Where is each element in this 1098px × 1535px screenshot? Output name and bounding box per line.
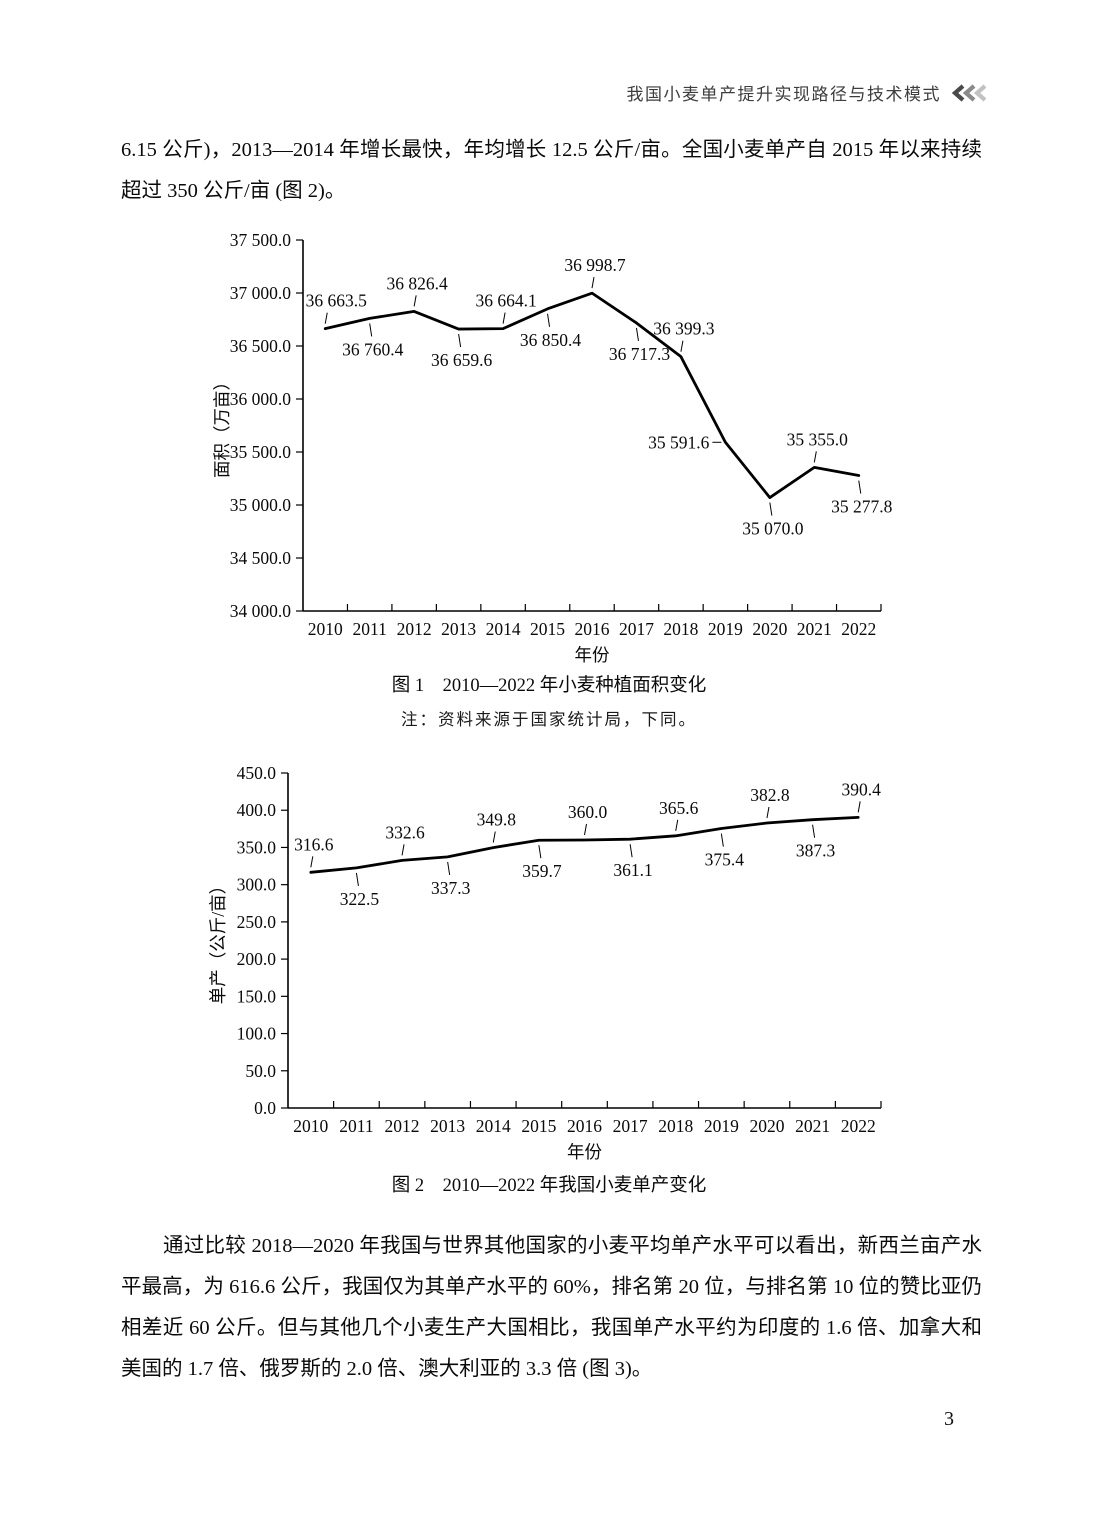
svg-text:2015: 2015 bbox=[521, 1116, 556, 1136]
svg-text:250.0: 250.0 bbox=[237, 912, 277, 932]
svg-text:36 998.7: 36 998.7 bbox=[564, 255, 626, 275]
svg-text:35 355.0: 35 355.0 bbox=[787, 429, 849, 449]
svg-text:2017: 2017 bbox=[613, 1116, 648, 1136]
svg-text:2010: 2010 bbox=[293, 1116, 328, 1136]
running-title: 我国小麦单产提升实现路径与技术模式 bbox=[626, 85, 941, 104]
svg-text:150.0: 150.0 bbox=[237, 986, 277, 1006]
svg-text:2012: 2012 bbox=[385, 1116, 420, 1136]
svg-text:2020: 2020 bbox=[752, 619, 787, 639]
svg-text:0.0: 0.0 bbox=[254, 1098, 276, 1118]
figure2-line-chart: 0.0 50.0 100.0 150.0 200.0 250.0 300.0 350.0 400… bbox=[208, 763, 882, 1162]
svg-text:361.1: 361.1 bbox=[613, 860, 652, 880]
svg-text:2014: 2014 bbox=[486, 619, 521, 639]
svg-text:2020: 2020 bbox=[749, 1116, 784, 1136]
svg-text:2022: 2022 bbox=[841, 1116, 876, 1136]
figure1-caption: 图 1 2010—2022 年小麦种植面积变化 bbox=[391, 676, 707, 696]
svg-text:390.4: 390.4 bbox=[842, 779, 882, 799]
svg-text:2013: 2013 bbox=[430, 1116, 465, 1136]
svg-text:36 663.5: 36 663.5 bbox=[306, 291, 368, 311]
svg-text:450.0: 450.0 bbox=[237, 763, 277, 783]
svg-text:34 000.0: 34 000.0 bbox=[230, 601, 292, 621]
svg-text:375.4: 375.4 bbox=[705, 850, 745, 870]
svg-text:382.8: 382.8 bbox=[750, 785, 790, 805]
svg-text:100.0: 100.0 bbox=[237, 1024, 277, 1044]
svg-text:35 500.0: 35 500.0 bbox=[230, 442, 292, 462]
svg-text:359.7: 359.7 bbox=[522, 861, 562, 881]
svg-text:200.0: 200.0 bbox=[237, 949, 277, 969]
svg-text:37 500.0: 37 500.0 bbox=[230, 230, 292, 250]
svg-text:350.0: 350.0 bbox=[237, 837, 277, 857]
paragraph-intro: 6.15 公斤)，2013—2014 年增长最快，年均增长 12.5 公斤/亩。… bbox=[121, 139, 982, 202]
svg-text:34 500.0: 34 500.0 bbox=[230, 548, 292, 568]
svg-text:35 591.6: 35 591.6 bbox=[648, 432, 710, 452]
svg-text:2021: 2021 bbox=[795, 1116, 830, 1136]
page-number: 3 bbox=[944, 1408, 954, 1430]
svg-text:2011: 2011 bbox=[353, 619, 387, 639]
svg-text:2010: 2010 bbox=[308, 619, 343, 639]
svg-text:36 760.4: 36 760.4 bbox=[342, 339, 404, 359]
svg-text:2019: 2019 bbox=[704, 1116, 739, 1136]
svg-text:年份: 年份 bbox=[575, 645, 610, 665]
svg-text:36 664.1: 36 664.1 bbox=[475, 291, 536, 311]
svg-text:36 000.0: 36 000.0 bbox=[230, 389, 292, 409]
svg-text:36 399.3: 36 399.3 bbox=[653, 319, 715, 339]
svg-text:年份: 年份 bbox=[567, 1142, 602, 1162]
svg-text:2017: 2017 bbox=[619, 619, 654, 639]
page-header: 我国小麦单产提升实现路径与技术模式 bbox=[627, 80, 993, 105]
svg-text:2022: 2022 bbox=[841, 619, 876, 639]
svg-text:300.0: 300.0 bbox=[237, 875, 277, 895]
svg-text:332.6: 332.6 bbox=[385, 822, 425, 842]
svg-text:2015: 2015 bbox=[530, 619, 565, 639]
svg-text:2011: 2011 bbox=[339, 1116, 373, 1136]
svg-text:36 659.6: 36 659.6 bbox=[431, 350, 493, 370]
svg-text:2016: 2016 bbox=[575, 619, 610, 639]
svg-text:2018: 2018 bbox=[658, 1116, 693, 1136]
figure1-source-note: 注：资料来源于国家统计局，下同。 bbox=[401, 710, 697, 729]
svg-text:35 000.0: 35 000.0 bbox=[230, 495, 292, 515]
svg-text:36 717.3: 36 717.3 bbox=[609, 344, 671, 364]
svg-text:2019: 2019 bbox=[708, 619, 743, 639]
svg-text:2021: 2021 bbox=[797, 619, 832, 639]
svg-text:316.6: 316.6 bbox=[294, 834, 334, 854]
svg-text:36 500.0: 36 500.0 bbox=[230, 336, 292, 356]
figure2-caption: 图 2 2010—2022 年我国小麦单产变化 bbox=[391, 1176, 707, 1196]
svg-text:400.0: 400.0 bbox=[237, 800, 277, 820]
svg-text:360.0: 360.0 bbox=[568, 802, 608, 822]
svg-text:387.3: 387.3 bbox=[796, 841, 836, 861]
svg-text:337.3: 337.3 bbox=[431, 878, 471, 898]
svg-text:2012: 2012 bbox=[397, 619, 432, 639]
svg-text:365.6: 365.6 bbox=[659, 798, 699, 818]
triple-left-chevron-icon bbox=[951, 83, 987, 102]
svg-text:35 277.8: 35 277.8 bbox=[831, 497, 893, 517]
svg-text:50.0: 50.0 bbox=[245, 1061, 276, 1081]
svg-text:2016: 2016 bbox=[567, 1116, 602, 1136]
svg-text:35 070.0: 35 070.0 bbox=[742, 519, 804, 539]
svg-text:2014: 2014 bbox=[476, 1116, 511, 1136]
svg-text:2018: 2018 bbox=[663, 619, 698, 639]
svg-text:单产（公斤/亩）: 单产（公斤/亩） bbox=[208, 877, 228, 1004]
svg-text:322.5: 322.5 bbox=[340, 889, 380, 909]
figure1-line-chart: 34 000.0 34 500.0 35 000.0 35 500.0 36 000.0… bbox=[212, 230, 893, 665]
svg-text:2013: 2013 bbox=[441, 619, 476, 639]
paragraph-comparison: 通过比较 2018—2020 年我国与世界其他国家的小麦平均单产水平可以看出，新… bbox=[121, 1235, 982, 1380]
svg-text:37 000.0: 37 000.0 bbox=[230, 283, 292, 303]
svg-text:36 826.4: 36 826.4 bbox=[387, 273, 449, 293]
svg-text:面积（万亩）: 面积（万亩） bbox=[212, 373, 232, 478]
svg-text:36 850.4: 36 850.4 bbox=[520, 330, 582, 350]
svg-text:349.8: 349.8 bbox=[477, 810, 517, 830]
